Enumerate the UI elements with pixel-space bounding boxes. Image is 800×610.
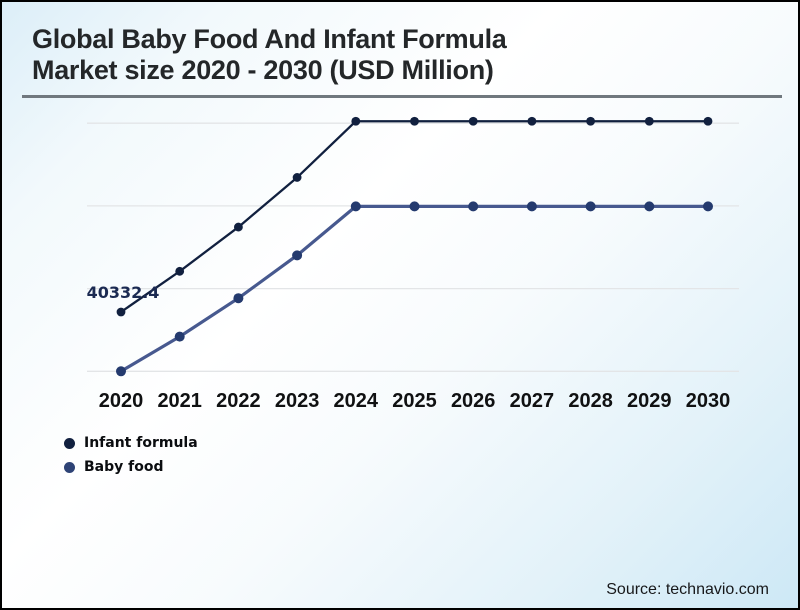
data-point-baby-food-2024 bbox=[350, 201, 361, 212]
page-title-line2: Market size 2020 - 2030 (USD Million) bbox=[32, 55, 494, 85]
x-axis-tick-label: 2020 bbox=[99, 390, 144, 412]
data-point-baby-food-2026 bbox=[468, 201, 479, 212]
legend-item-baby-food: Baby food bbox=[64, 459, 198, 475]
data-point-value-label: 40332.4 bbox=[87, 283, 160, 302]
legend-marker-icon bbox=[64, 461, 75, 473]
title-divider bbox=[22, 95, 782, 98]
data-point-infant-formula-2030 bbox=[703, 116, 713, 126]
x-axis-tick-label: 2027 bbox=[510, 390, 555, 412]
x-axis-tick-label: 2029 bbox=[627, 390, 672, 412]
data-point-infant-formula-2027 bbox=[527, 116, 537, 126]
x-axis-tick-label: 2025 bbox=[392, 390, 437, 412]
data-point-baby-food-2030 bbox=[703, 201, 713, 212]
data-point-baby-food-2027 bbox=[526, 201, 537, 212]
data-point-baby-food-2022 bbox=[233, 293, 244, 304]
legend-item-infant-formula: Infant formula bbox=[64, 435, 198, 451]
data-point-infant-formula-2020 bbox=[116, 307, 126, 317]
x-axis-tick-label: 2026 bbox=[451, 390, 496, 412]
x-axis-tick-label: 2022 bbox=[216, 390, 261, 412]
data-point-infant-formula-2023 bbox=[292, 173, 302, 182]
chart-legend: Infant formula Baby food bbox=[64, 435, 198, 475]
data-point-infant-formula-2029 bbox=[644, 116, 654, 126]
data-point-baby-food-2025 bbox=[409, 201, 420, 212]
legend-label: Baby food bbox=[84, 459, 164, 475]
legend-label: Infant formula bbox=[84, 435, 198, 451]
x-axis-tick-label: 2024 bbox=[334, 390, 379, 412]
chart-line-infant-formula bbox=[120, 120, 708, 313]
data-point-infant-formula-2028 bbox=[586, 116, 595, 126]
x-axis-tick-label: 2028 bbox=[568, 390, 613, 412]
data-point-baby-food-2020 bbox=[116, 366, 126, 377]
data-point-infant-formula-2021 bbox=[175, 266, 185, 276]
source-attribution: Source: technavio.com bbox=[606, 581, 769, 598]
page-title: Global Baby Food And Infant Formula Mark… bbox=[32, 24, 507, 86]
data-point-infant-formula-2024 bbox=[351, 116, 361, 126]
data-point-baby-food-2023 bbox=[292, 250, 303, 261]
data-point-baby-food-2028 bbox=[585, 201, 596, 212]
x-axis-tick-label: 2030 bbox=[686, 390, 731, 412]
data-point-infant-formula-2025 bbox=[410, 116, 419, 126]
legend-marker-icon bbox=[64, 437, 75, 449]
data-point-baby-food-2029 bbox=[644, 201, 655, 212]
data-point-infant-formula-2026 bbox=[468, 116, 478, 126]
data-point-baby-food-2021 bbox=[174, 331, 185, 342]
data-point-infant-formula-2022 bbox=[234, 222, 243, 232]
x-axis-tick-label: 2023 bbox=[275, 390, 320, 412]
x-axis-tick-label: 2021 bbox=[157, 390, 202, 412]
page-title-line1: Global Baby Food And Infant Formula bbox=[32, 24, 507, 54]
